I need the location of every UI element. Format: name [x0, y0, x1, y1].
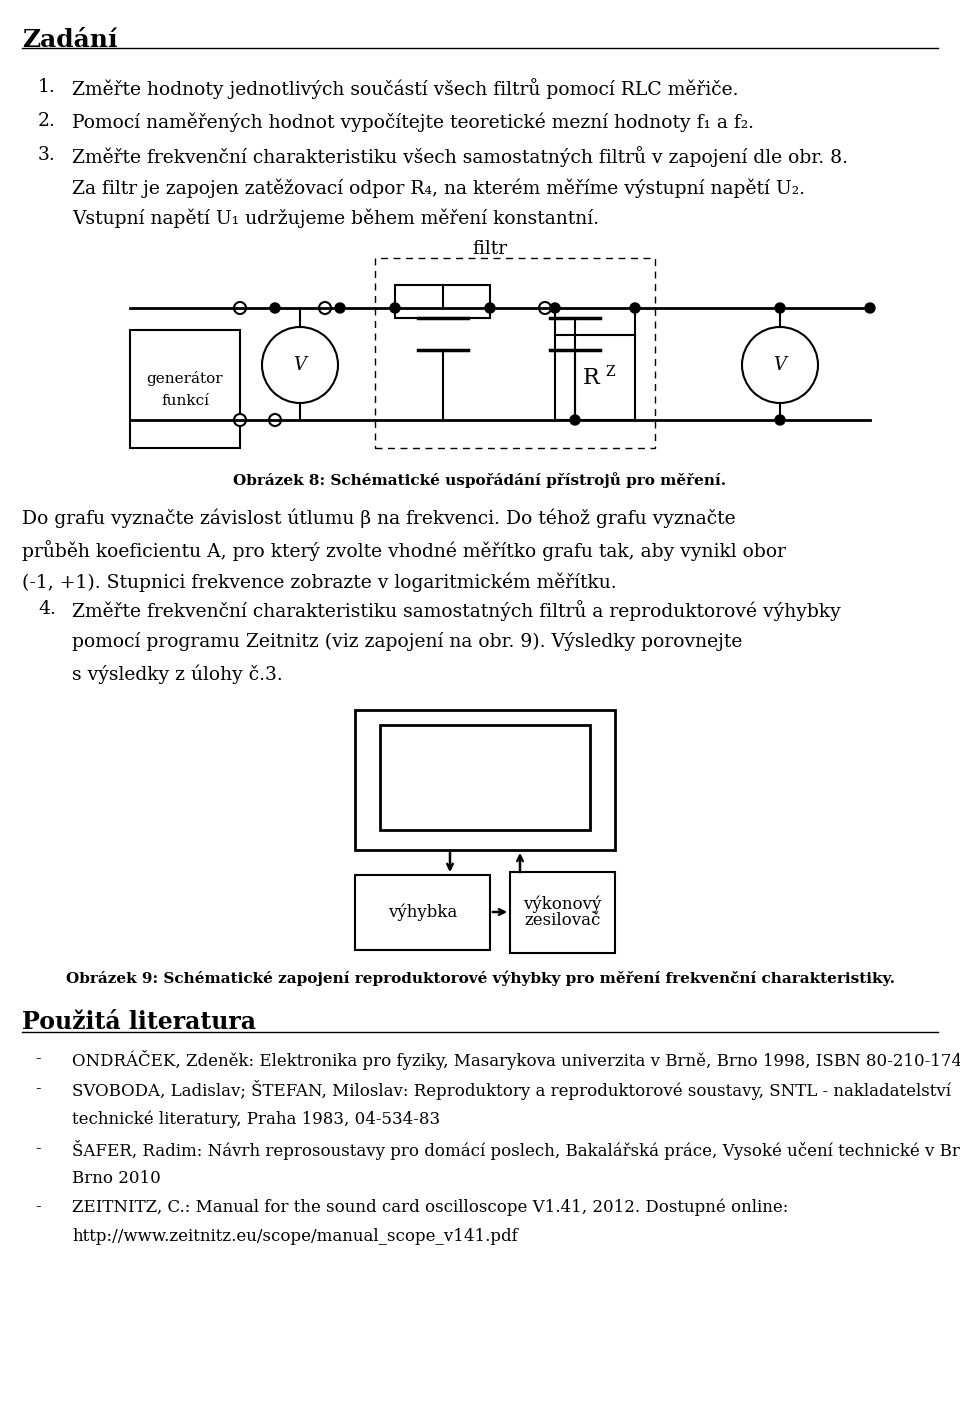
Bar — [375, 258, 655, 447]
Circle shape — [630, 302, 640, 312]
Text: http://www.zeitnitz.eu/scope/manual_scope_v141.pdf: http://www.zeitnitz.eu/scope/manual_scop… — [72, 1228, 517, 1245]
Text: 2.: 2. — [38, 112, 56, 131]
Text: technické literatury, Praha 1983, 04-534-83: technické literatury, Praha 1983, 04-534… — [72, 1110, 440, 1127]
Text: zesilovač: zesilovač — [524, 912, 601, 929]
Text: Obrázek 8: Schématické uspořádání přístrojů pro měření.: Obrázek 8: Schématické uspořádání přístr… — [233, 471, 727, 488]
Circle shape — [269, 415, 281, 426]
Text: Obrázek 9: Schématické zapojení reproduktorové výhybky pro měření frekvenční cha: Obrázek 9: Schématické zapojení reproduk… — [65, 970, 895, 985]
Circle shape — [319, 302, 331, 314]
Bar — [380, 726, 590, 831]
Circle shape — [775, 302, 785, 312]
Circle shape — [742, 327, 818, 403]
Text: s výsledky z úlohy č.3.: s výsledky z úlohy č.3. — [72, 665, 283, 683]
Text: R: R — [583, 366, 599, 389]
Text: ONDRÁČEK, Zdeněk: Elektronika pro fyziky, Masarykova univerzita v Brně, Brno 199: ONDRÁČEK, Zdeněk: Elektronika pro fyziky… — [72, 1049, 960, 1071]
Text: generátor: generátor — [147, 372, 224, 386]
Text: Z: Z — [605, 365, 614, 379]
Bar — [510, 872, 615, 953]
Text: -: - — [35, 1198, 40, 1216]
Text: Brno 2010: Brno 2010 — [72, 1170, 160, 1187]
Text: Změřte frekvenční charakteristiku všech samostatných filtrů v zapojení dle obr. : Změřte frekvenční charakteristiku všech … — [72, 146, 848, 168]
Text: ŠAFER, Radim: Návrh reprosoustavy pro domácí poslech, Bakalářská práce, Vysoké u: ŠAFER, Radim: Návrh reprosoustavy pro do… — [72, 1140, 960, 1160]
Text: SVOBODA, Ladislav; ŠTEFAN, Miloslav: Reproduktory a reproduktorové soustavy, SNT: SVOBODA, Ladislav; ŠTEFAN, Miloslav: Rep… — [72, 1081, 951, 1101]
Circle shape — [539, 302, 551, 314]
Text: -: - — [35, 1049, 40, 1066]
Text: filtr: filtr — [472, 240, 508, 258]
Circle shape — [550, 302, 560, 312]
Text: Změřte frekvenční charakteristiku samostatných filtrů a reproduktorové výhybky: Změřte frekvenční charakteristiku samost… — [72, 601, 841, 621]
Text: 4.: 4. — [38, 601, 56, 618]
Circle shape — [270, 302, 280, 312]
Text: -: - — [35, 1140, 40, 1157]
Text: Do grafu vyznačte závislost útlumu β na frekvenci. Do téhož grafu vyznačte: Do grafu vyznačte závislost útlumu β na … — [22, 508, 735, 527]
Text: ZEITNITZ, C.: Manual for the sound card oscilloscope V1.41, 2012. Dostupné onlin: ZEITNITZ, C.: Manual for the sound card … — [72, 1198, 788, 1216]
Bar — [355, 710, 615, 851]
Circle shape — [234, 415, 246, 426]
Text: -: - — [35, 1081, 40, 1098]
Circle shape — [865, 302, 875, 312]
Circle shape — [390, 302, 400, 312]
Circle shape — [570, 415, 580, 425]
Bar — [130, 329, 240, 447]
Text: výkonový: výkonový — [523, 896, 602, 913]
Circle shape — [485, 302, 495, 312]
Text: Za filtr je zapojen zatěžovací odpor R₄, na kterém měříme výstupní napětí U₂.: Za filtr je zapojen zatěžovací odpor R₄,… — [72, 178, 805, 197]
Bar — [395, 285, 490, 318]
Text: Vstupní napětí U₁ udržujeme během měření konstantní.: Vstupní napětí U₁ udržujeme během měření… — [72, 207, 599, 227]
Circle shape — [234, 302, 246, 314]
Text: V: V — [774, 356, 786, 373]
Bar — [555, 335, 635, 420]
Text: Použitá literatura: Použitá literatura — [22, 1010, 256, 1034]
Circle shape — [262, 327, 338, 403]
Text: pomocí programu Zeitnitz (viz zapojení na obr. 9). Výsledky porovnejte: pomocí programu Zeitnitz (viz zapojení n… — [72, 632, 742, 650]
Text: výhybka: výhybka — [388, 903, 457, 922]
Circle shape — [335, 302, 345, 312]
Text: funkcí: funkcí — [161, 393, 209, 408]
Text: V: V — [294, 356, 306, 373]
Text: (-1, +1). Stupnici frekvence zobrazte v logaritmickém měřítku.: (-1, +1). Stupnici frekvence zobrazte v … — [22, 572, 616, 592]
Text: Zadání: Zadání — [22, 28, 117, 53]
Circle shape — [775, 415, 785, 425]
Bar — [355, 875, 490, 950]
Text: 1.: 1. — [38, 78, 56, 97]
Text: Změřte hodnoty jednotlivých součástí všech filtrů pomocí RLC měřiče.: Změřte hodnoty jednotlivých součástí vše… — [72, 78, 738, 99]
Text: 3.: 3. — [38, 146, 56, 163]
Text: Pomocí naměřených hodnot vypočítejte teoretické mezní hodnoty f₁ a f₂.: Pomocí naměřených hodnot vypočítejte teo… — [72, 112, 754, 132]
Text: průběh koeficientu A, pro který zvolte vhodné měřítko grafu tak, aby vynikl obor: průběh koeficientu A, pro který zvolte v… — [22, 540, 786, 561]
